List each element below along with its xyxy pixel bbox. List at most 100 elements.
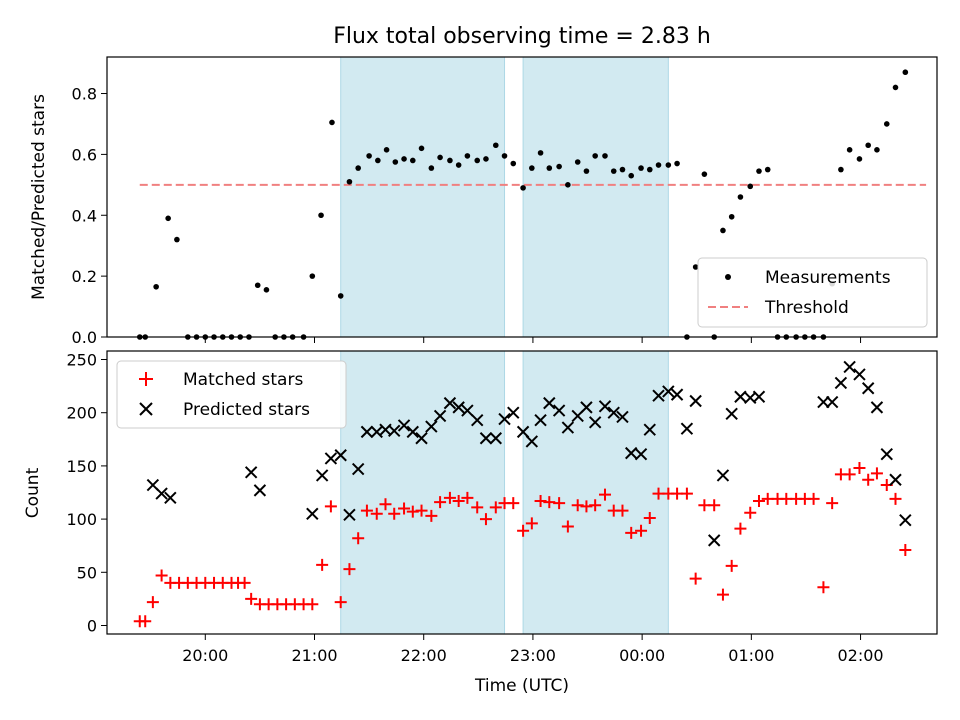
predicted-point — [433, 409, 447, 423]
measurement-point — [165, 215, 171, 222]
matched-point — [343, 563, 356, 576]
measurement-point — [565, 182, 571, 188]
predicted-point — [670, 388, 684, 401]
matched-point — [534, 495, 547, 508]
predicted-point — [360, 425, 374, 439]
measurement-point — [263, 287, 270, 293]
measurement-point — [464, 153, 471, 159]
matched-point — [406, 505, 419, 518]
predicted-point — [253, 484, 267, 497]
matched-point — [752, 495, 765, 508]
legend-marker-measurements — [725, 274, 731, 280]
measurement-point — [492, 142, 499, 149]
matched-point — [616, 504, 629, 517]
matched-point — [525, 517, 538, 530]
measurement-point — [846, 147, 853, 153]
matched-point — [238, 576, 251, 589]
matched-point — [580, 500, 593, 513]
matched-point — [425, 509, 438, 522]
predicted-point — [415, 432, 428, 445]
predicted-point — [899, 513, 912, 527]
measurement-point — [747, 183, 754, 190]
matched-point — [899, 543, 912, 556]
predicted-point — [870, 401, 884, 414]
bottom-panel: 0 50 100 150 200 250 20:00 21:00 22:00 23:00 00:0… — [23, 350, 938, 696]
matched-point — [379, 498, 392, 511]
y-tick-label: 0.8 — [72, 85, 97, 104]
measurement-point — [455, 162, 462, 168]
bottom-legend: Matched stars Predicted stars — [116, 360, 347, 429]
matched-point — [725, 559, 738, 572]
top-panel: 0.00.20.40.60.8 Matched/Predicted stars … — [29, 56, 938, 347]
matched-point — [561, 520, 574, 533]
predicted-point — [662, 385, 675, 398]
matched-point — [853, 462, 866, 475]
predicted-point — [861, 382, 875, 395]
predicted-point — [561, 421, 575, 434]
bottom-shaded-intervals — [340, 350, 669, 635]
legend-label-threshold: Threshold — [764, 298, 849, 318]
shaded-interval-2 — [522, 350, 669, 635]
measurement-point — [401, 156, 407, 162]
x-axis-label: Time (UTC) — [474, 676, 569, 696]
bottom-x-axis-ticks: 20:00 21:00 22:00 23:00 00:00 01:00 02:00 — [182, 634, 884, 665]
matched-point — [571, 499, 584, 512]
y-tick-label: 100 — [66, 510, 97, 529]
measurement-point — [447, 157, 453, 164]
predicted-point — [351, 462, 365, 476]
predicted-point — [406, 425, 419, 439]
predicted-point — [616, 410, 629, 424]
shaded-interval-1 — [340, 350, 506, 635]
measurement-point — [520, 185, 526, 191]
matched-point — [507, 497, 520, 510]
predicted-point — [853, 368, 866, 381]
matched-point — [817, 581, 830, 594]
matched-point — [471, 501, 484, 514]
predicted-point — [479, 432, 493, 445]
predicted-point — [343, 508, 356, 522]
matched-point — [146, 596, 159, 609]
measurement-point — [856, 156, 863, 162]
measurement-point — [153, 283, 159, 290]
measurement-point — [865, 142, 871, 149]
measurement-point — [537, 150, 544, 156]
measurement-point — [309, 273, 316, 279]
measurement-point — [665, 162, 672, 168]
measurement-point — [838, 166, 844, 173]
x-tick-label: 02:00 — [837, 646, 883, 665]
predicted-point — [843, 360, 856, 374]
measurement-point — [883, 121, 890, 127]
matched-point — [862, 473, 875, 486]
predicted-point — [716, 469, 730, 482]
measurement-point — [655, 162, 662, 168]
predicted-point — [880, 447, 893, 461]
predicted-point — [324, 452, 338, 465]
measurement-point — [728, 213, 735, 220]
measurement-point — [610, 168, 617, 174]
matched-point — [316, 558, 329, 571]
matched-point — [443, 491, 456, 504]
predicted-point — [625, 446, 638, 460]
measurement-point — [383, 147, 390, 153]
predicted-point — [588, 416, 602, 429]
y-tick-label: 0.6 — [72, 145, 97, 164]
predicted-point — [425, 420, 438, 433]
matched-point — [334, 596, 347, 609]
measurement-point — [546, 165, 553, 171]
x-tick-label: 20:00 — [182, 646, 228, 665]
matched-point — [716, 588, 729, 601]
top-legend: Measurements Threshold — [697, 257, 928, 328]
measurement-point — [701, 171, 708, 177]
measurement-point — [501, 153, 508, 159]
predicted-point — [680, 422, 694, 435]
measurement-point — [483, 156, 489, 162]
predicted-point — [552, 404, 566, 417]
matched-point — [826, 497, 839, 510]
predicted-point — [461, 404, 474, 417]
predicted-point — [525, 435, 539, 448]
matched-point — [370, 507, 383, 520]
matched-point — [889, 492, 902, 505]
matched-point — [734, 522, 747, 535]
matched-point — [553, 497, 566, 510]
